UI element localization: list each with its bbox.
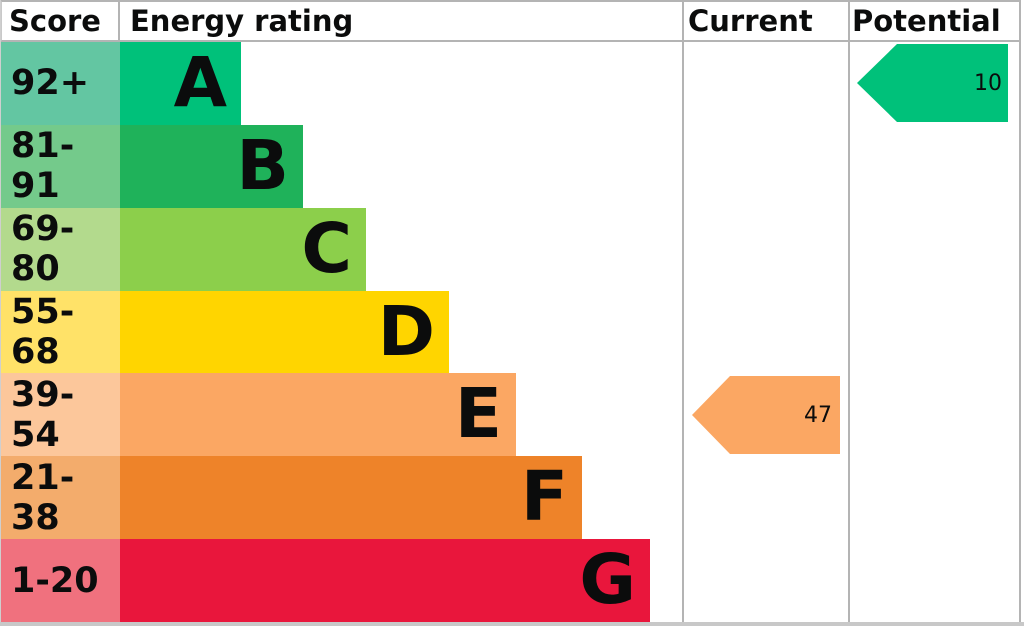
band-bar-f: F (120, 456, 582, 540)
band-row-c: 69-80 C (0, 207, 1024, 291)
band-letter: F (520, 457, 568, 538)
band-row-d: 55-68 D (0, 290, 1024, 374)
table-left-border (0, 0, 1, 622)
band-letter: G (579, 540, 636, 621)
band-score-label: 81-91 (11, 126, 75, 207)
band-score-label: 39-54 (11, 374, 75, 455)
header-score: Score (2, 2, 120, 40)
band-score-label: 69-80 (11, 209, 75, 290)
header-current: Current (688, 4, 813, 38)
band-score-cell: 39-54 (0, 373, 120, 457)
table-right-border (1019, 0, 1021, 622)
band-letter: E (454, 374, 502, 455)
band-row-e: 39-54 E (0, 373, 1024, 457)
band-letter: D (377, 291, 435, 372)
band-score-cell: 55-68 (0, 290, 120, 374)
band-score-label: 1-20 (11, 560, 99, 601)
current-rating-value: 47 (804, 402, 832, 428)
band-score-label: 55-68 (11, 292, 75, 372)
band-bar-d: D (120, 290, 449, 374)
band-score-cell: 21-38 (0, 456, 120, 540)
band-bar-b: B (120, 124, 303, 208)
band-row-g: 1-20 G (0, 539, 1024, 623)
band-letter: B (236, 125, 289, 206)
band-bar-a: A (120, 42, 241, 125)
band-bar-e: E (120, 373, 516, 457)
potential-rating-value: 10 (974, 70, 1002, 96)
band-bar-g: G (120, 539, 650, 623)
header-potential: Potential (852, 4, 1001, 38)
band-bar-c: C (120, 207, 366, 291)
column-divider-current-potential (848, 0, 850, 622)
band-score-cell: 81-91 (0, 124, 120, 208)
band-row-b: 81-91 B (0, 124, 1024, 208)
column-divider-rating-current (682, 0, 684, 622)
table-bottom-border (0, 622, 1024, 626)
header-energy-rating: Energy rating (130, 4, 354, 38)
band-letter: C (301, 208, 352, 289)
band-letter: A (173, 42, 227, 123)
band-rows: 92+ A 81-91 B 69-80 C 55-68 (0, 42, 1024, 623)
band-score-label: 21-38 (11, 457, 75, 538)
band-row-a: 92+ A (0, 42, 1024, 125)
table-header: Score Energy rating Current Potential (0, 0, 1021, 42)
band-score-cell: 1-20 (0, 539, 120, 623)
band-score-cell: 92+ (0, 42, 120, 125)
band-score-cell: 69-80 (0, 207, 120, 291)
band-row-f: 21-38 F (0, 456, 1024, 540)
band-score-label: 92+ (11, 63, 90, 104)
